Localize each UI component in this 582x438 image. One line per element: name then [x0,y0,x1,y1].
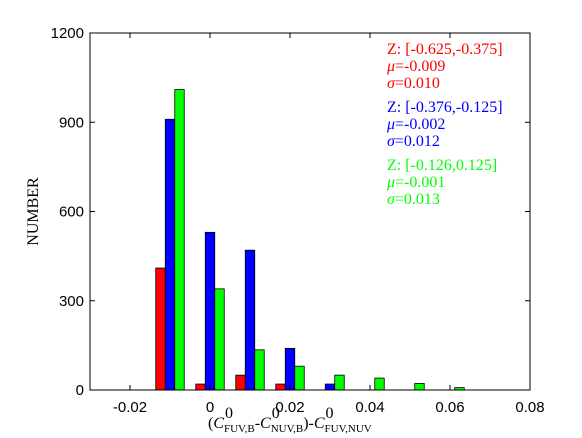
y-tick-label: 0 [76,382,84,399]
bar-series-2-bin-4 [284,347,296,391]
x-label-sup-2: 0 [272,405,280,422]
bar-series-3-bin-7 [414,383,425,391]
y-tick-label: 300 [59,293,84,310]
bar-series-3-bin-5 [334,374,345,391]
bar-series-3-bin-4 [294,365,305,391]
legend-sigma-2: σ=0.012 [387,133,440,150]
y-tick-label: 900 [59,114,84,131]
bar-series-3-bin-2 [214,288,225,391]
x-tick-label: -0.02 [113,399,147,416]
bar-series-3-bin-6 [374,377,385,391]
x-label-term-1: C [213,415,224,432]
bar-series-2-bin-3 [244,249,256,391]
legend-mu-1: μ=-0.009 [386,58,445,75]
x-tick-label: 0.02 [275,399,304,416]
y-axis-ticks: 0 300 600 900 1200 [51,25,530,399]
bar-series-3-bin-3 [254,349,265,391]
x-label-term-3: C [314,415,325,432]
legend-range-3: Z: [-0.126,0.125] [387,157,497,174]
x-label-sub-1: FUV,B [224,423,255,435]
bar-series-3-bin-1 [174,89,185,391]
x-label-term-2: C [260,415,271,432]
x-label-prefix: ( [208,415,213,432]
legend-range-1: Z: [-0.625,-0.375] [387,41,503,58]
x-label-superscripts: 0 0 0 [225,405,334,422]
x-axis-ticks: -0.02 0 0.02 0.04 0.06 0.08 [113,33,545,416]
legend-mu-3: μ=-0.001 [386,174,445,191]
bar-series-1-bin-1 [155,267,166,391]
legend-sigma-3: σ=0.013 [387,191,440,208]
bar-series-2-bin-2 [204,231,216,391]
bar-series-1-bin-3 [235,374,246,391]
x-label-sup-3: 0 [326,405,334,422]
legend-range-2: Z: [-0.376,-0.125] [387,99,503,116]
y-axis-label: NUMBER [25,177,42,246]
x-label-sub-2: NUV,B [271,423,304,435]
bars-group [155,89,465,391]
bar-series-2-bin-5 [324,383,336,391]
legend-sigma-1: σ=0.010 [387,75,440,92]
x-axis-label: (CFUV,B-CNUV,B)-CFUV,NUV [208,415,372,435]
x-label-sup-1: 0 [225,405,233,422]
x-tick-label: 0.04 [355,399,384,416]
x-label-minus-1: - [255,415,260,432]
x-tick-label: 0.08 [515,399,544,416]
x-label-close: )- [303,415,314,432]
legend-mu-2: μ=-0.002 [386,116,445,133]
x-tick-label: 0.06 [435,399,464,416]
x-tick-label: 0 [206,399,214,416]
y-tick-label: 1200 [51,25,84,42]
bar-series-2-bin-1 [164,118,176,391]
bar-series-1-bin-2 [195,383,206,391]
y-tick-label: 600 [59,204,84,221]
bar-series-1-bin-4 [275,383,286,391]
x-label-sub-3: FUV,NUV [325,423,372,435]
